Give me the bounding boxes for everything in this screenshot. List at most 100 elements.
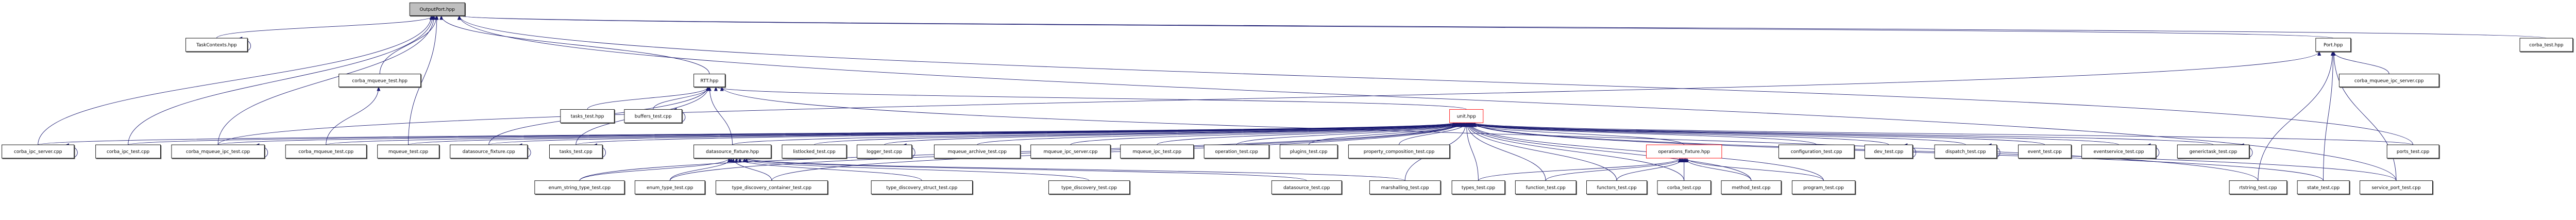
- node-label: datasource_fixture.hpp: [706, 149, 759, 155]
- node-ports-test-cpp[interactable]: ports_test.cpp: [2386, 144, 2440, 159]
- node-box: [934, 144, 1021, 159]
- edge-corba-mqueue-ipc-server-cpp-to-port-hpp: [2332, 51, 2389, 74]
- node-marshalling-test-cpp[interactable]: marshalling_test.cpp: [1369, 180, 1442, 195]
- node-box: [634, 180, 705, 195]
- node-box: [95, 144, 161, 159]
- node-label: program_test.cpp: [1803, 185, 1844, 191]
- node-box: [871, 180, 973, 195]
- node-type-discovery-test-cpp[interactable]: type_discovery_test.cpp: [1048, 180, 1131, 195]
- node-corba-ipc-test-cpp[interactable]: corba_ipc_test.cpp: [95, 144, 162, 159]
- node-label: corba_mqueue_test.cpp: [298, 149, 353, 155]
- node-unit-hpp[interactable]: unit.hpp: [1449, 109, 1484, 123]
- node-label: corba_mqueue_ipc_server.cpp: [2354, 78, 2424, 83]
- node-types-test-cpp[interactable]: types_test.cpp: [1451, 180, 1506, 195]
- edge-operations-fixture-hpp-to-unit-hpp: [1466, 122, 1685, 145]
- node-corba-mqueue-test-hpp[interactable]: corba_mqueue_test.hpp: [338, 74, 422, 88]
- node-box: [1586, 180, 1647, 195]
- node-box: [2360, 180, 2433, 195]
- node-plugins-test-cpp[interactable]: plugins_test.cpp: [1279, 144, 1338, 159]
- node-operations-fixture-hpp[interactable]: operations_fixture.hpp: [1646, 144, 1722, 159]
- include-dependency-graph: OutputPort.hpp TaskContexts.hpp Port.hpp co…: [2, 2, 2574, 195]
- node-rtt-hpp[interactable]: RTT.hpp: [693, 74, 726, 88]
- node-box: [1865, 144, 1913, 159]
- node-datasource-fixture-hpp[interactable]: datasource_fixture.hpp: [693, 144, 772, 159]
- node-state-test-cpp[interactable]: state_test.cpp: [2297, 180, 2350, 195]
- node-listlocked-test-cpp[interactable]: listlocked_test.cpp: [782, 144, 848, 159]
- node-corba-mqueue-test-cpp[interactable]: corba_mqueue_test.cpp: [285, 144, 368, 159]
- node-mqueue-archive-test-cpp[interactable]: mqueue_archive_test.cpp: [934, 144, 1021, 159]
- node-mqueue-ipc-test-cpp[interactable]: mqueue_ipc_test.cpp: [1120, 144, 1195, 159]
- edge-marshalling-test-cpp-to-datasource-fixture-hpp: [744, 158, 1405, 181]
- node-operation-test-cpp[interactable]: operation_test.cpp: [1204, 144, 1270, 159]
- edge-dev-test-cpp-to-unit-hpp: [1468, 122, 1889, 145]
- edge-property-composition-test-cpp-to-unit-hpp: [1399, 122, 1468, 145]
- node-dev-test-cpp[interactable]: dev_test.cpp: [1865, 144, 1914, 159]
- node-datasource-test-cpp[interactable]: datasource_test.cpp: [1271, 180, 1343, 195]
- node-corba-test-hpp[interactable]: corba_test.hpp: [2519, 38, 2574, 53]
- node-rtstring-test-cpp[interactable]: rtstring_test.cpp: [2229, 180, 2288, 195]
- node-generictask-test-cpp[interactable]: generictask_test.cpp: [2177, 144, 2250, 159]
- node-box: [2081, 144, 2156, 159]
- node-configuration-test-cpp[interactable]: configuration_test.cpp: [1778, 144, 1855, 159]
- node-label: service_port_test.cpp: [2371, 185, 2421, 191]
- edge-program-test-cpp-to-operations-fixture-hpp: [1685, 158, 1824, 181]
- edge-unit-hpp-to-rtt-hpp: [714, 86, 1467, 110]
- node-type-discovery-struct-test-cpp[interactable]: type_discovery_struct_test.cpp: [871, 180, 974, 195]
- node-label: tasks_test.hpp: [571, 114, 604, 119]
- node-box: [2229, 180, 2287, 195]
- node-box: [1048, 180, 1130, 195]
- node-box: [693, 144, 772, 159]
- node-corba-test-cpp[interactable]: corba_test.cpp: [1657, 180, 1712, 195]
- node-box: [171, 144, 265, 159]
- node-function-test-cpp[interactable]: function_test.cpp: [1515, 180, 1577, 195]
- node-enum-string-type-test-cpp[interactable]: enum_string_type_test.cpp: [534, 180, 625, 195]
- node-box: [624, 109, 682, 123]
- node-eventservice-test-cpp[interactable]: eventservice_test.cpp: [2081, 144, 2157, 159]
- node-type-discovery-container-test-cpp[interactable]: type_discovery_container_test.cpp: [716, 180, 829, 195]
- edge-rtt-hpp-to-outputport-hpp: [439, 15, 710, 74]
- node-program-test-cpp[interactable]: program_test.cpp: [1792, 180, 1856, 195]
- node-port-hpp[interactable]: Port.hpp: [2315, 38, 2352, 53]
- node-outputport-hpp[interactable]: OutputPort.hpp: [409, 2, 466, 17]
- node-label: corba_ipc_server.cpp: [14, 149, 62, 155]
- node-label: buffers_test.cpp: [635, 114, 672, 119]
- node-label: listlocked_test.cpp: [793, 149, 836, 155]
- node-label: operations_fixture.hpp: [1658, 149, 1710, 155]
- node-corba-ipc-server-cpp[interactable]: corba_ipc_server.cpp: [2, 144, 75, 159]
- node-box: [1792, 180, 1856, 195]
- node-box: [450, 144, 528, 159]
- node-label: datasource_fixture.cpp: [463, 149, 515, 155]
- node-box: [2338, 74, 2439, 88]
- node-buffers-test-cpp[interactable]: buffers_test.cpp: [624, 109, 683, 124]
- node-label: mqueue_ipc_server.cpp: [1043, 149, 1097, 155]
- node-label: mqueue_archive_test.cpp: [948, 149, 1007, 155]
- node-mqueue-ipc-server-cpp[interactable]: mqueue_ipc_server.cpp: [1030, 144, 1111, 159]
- node-box: [716, 180, 828, 195]
- edge-service-port-test-cpp-to-outputport-hpp: [457, 15, 2397, 181]
- node-box: [409, 2, 465, 16]
- node-label: corba_mqueue_test.hpp: [352, 78, 408, 83]
- node-event-test-cpp[interactable]: event_test.cpp: [2018, 144, 2072, 159]
- edge-port-hpp-to-outputport-hpp: [458, 15, 2334, 39]
- node-label: corba_mqueue_ipc_test.cpp: [186, 149, 250, 155]
- node-corba-mqueue-ipc-server-cpp[interactable]: corba_mqueue_ipc_server.cpp: [2338, 74, 2440, 88]
- node-method-test-cpp[interactable]: method_test.cpp: [1721, 180, 1782, 195]
- node-label: Port.hpp: [2324, 43, 2343, 48]
- node-property-composition-test-cpp[interactable]: property_composition_test.cpp: [1348, 144, 1451, 159]
- node-dispatch-test-cpp[interactable]: dispatch_test.cpp: [1934, 144, 1998, 159]
- node-datasource-fixture-cpp[interactable]: datasource_fixture.cpp: [450, 144, 529, 159]
- node-logger-test-cpp[interactable]: logger_test.cpp: [856, 144, 913, 159]
- edge-type-discovery-test-cpp-to-datasource-fixture-hpp: [738, 158, 1090, 181]
- node-enum-type-test-cpp[interactable]: enum_type_test.cpp: [634, 180, 706, 195]
- node-service-port-test-cpp[interactable]: service_port_test.cpp: [2360, 180, 2434, 195]
- edge-mqueue-ipc-server-cpp-to-unit-hpp: [1070, 122, 1465, 145]
- node-tasks-test-cpp[interactable]: tasks_test.cpp: [549, 144, 603, 159]
- node-box: [1120, 144, 1194, 159]
- node-label: tasks_test.cpp: [560, 149, 592, 155]
- node-tasks-test-hpp[interactable]: tasks_test.hpp: [560, 109, 616, 124]
- node-mqueue-test-cpp[interactable]: mqueue_test.cpp: [377, 144, 440, 159]
- node-taskcontexts-hpp[interactable]: TaskContexts.hpp: [185, 38, 248, 53]
- node-box: [1721, 180, 1782, 195]
- node-corba-mqueue-ipc-test-cpp[interactable]: corba_mqueue_ipc_test.cpp: [171, 144, 265, 159]
- node-functors-test-cpp[interactable]: functors_test.cpp: [1586, 180, 1648, 195]
